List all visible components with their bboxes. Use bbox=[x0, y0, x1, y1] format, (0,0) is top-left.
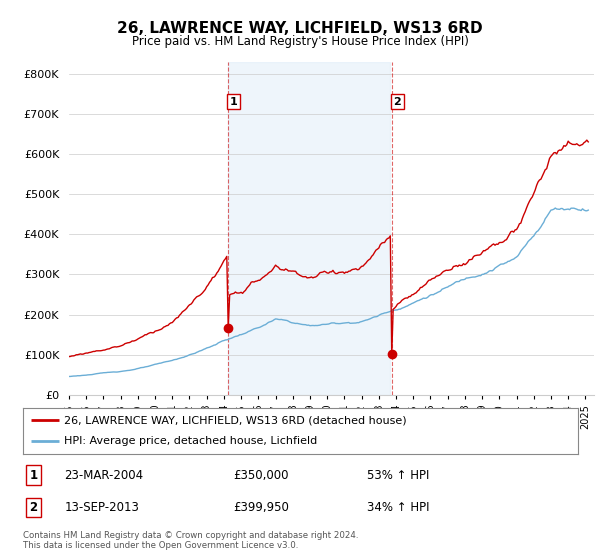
Text: £399,950: £399,950 bbox=[234, 501, 290, 514]
Text: 2: 2 bbox=[29, 501, 38, 514]
Text: Contains HM Land Registry data © Crown copyright and database right 2024.
This d: Contains HM Land Registry data © Crown c… bbox=[23, 531, 358, 550]
Text: 2: 2 bbox=[394, 96, 401, 106]
Text: 26, LAWRENCE WAY, LICHFIELD, WS13 6RD (detached house): 26, LAWRENCE WAY, LICHFIELD, WS13 6RD (d… bbox=[64, 415, 407, 425]
Text: £350,000: £350,000 bbox=[234, 469, 289, 482]
Text: 1: 1 bbox=[230, 96, 238, 106]
Text: 23-MAR-2004: 23-MAR-2004 bbox=[64, 469, 143, 482]
Text: 1: 1 bbox=[29, 469, 38, 482]
Text: 26, LAWRENCE WAY, LICHFIELD, WS13 6RD: 26, LAWRENCE WAY, LICHFIELD, WS13 6RD bbox=[117, 21, 483, 36]
Text: HPI: Average price, detached house, Lichfield: HPI: Average price, detached house, Lich… bbox=[64, 436, 317, 446]
Text: 34% ↑ HPI: 34% ↑ HPI bbox=[367, 501, 430, 514]
Text: 53% ↑ HPI: 53% ↑ HPI bbox=[367, 469, 429, 482]
Text: 13-SEP-2013: 13-SEP-2013 bbox=[64, 501, 139, 514]
Text: Price paid vs. HM Land Registry's House Price Index (HPI): Price paid vs. HM Land Registry's House … bbox=[131, 35, 469, 48]
